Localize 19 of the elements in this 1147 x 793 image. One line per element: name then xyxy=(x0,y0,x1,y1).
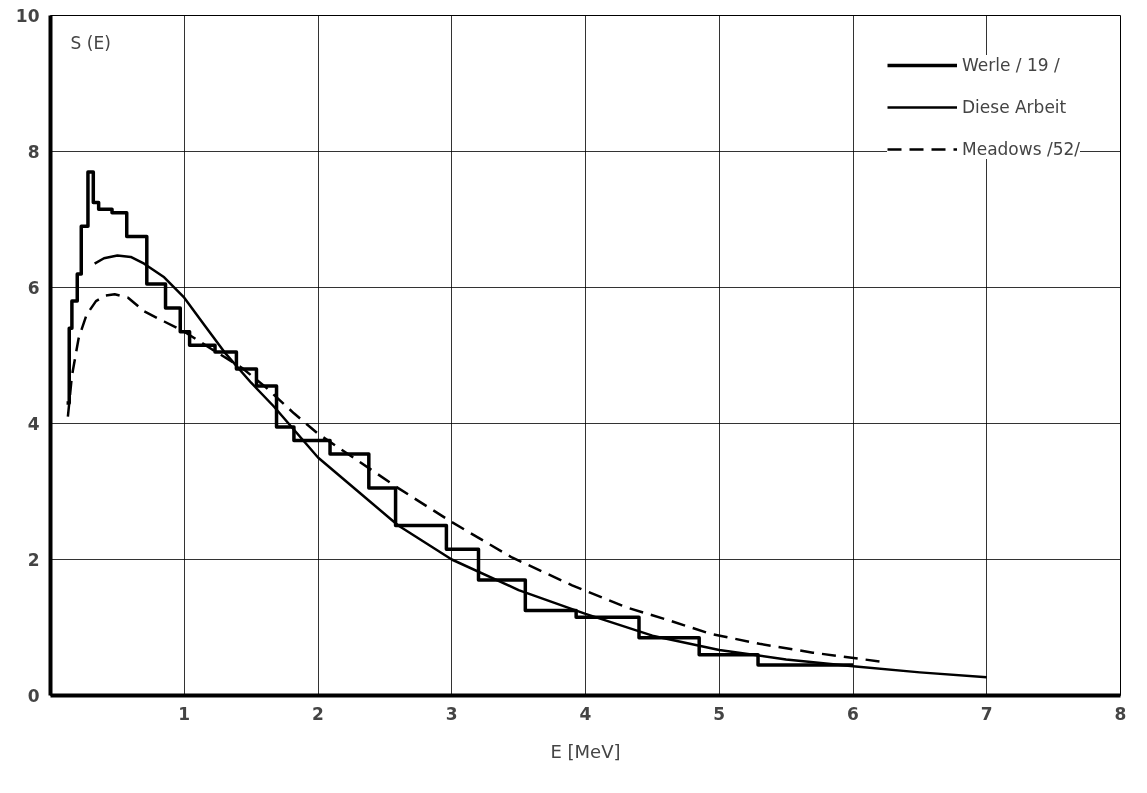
x-axis-title: E [MeV] xyxy=(550,740,621,762)
legend-label: Werle / 19 / xyxy=(962,55,1060,75)
x-tick-label: 3 xyxy=(445,703,458,724)
x-tick-label: 6 xyxy=(847,703,859,724)
y-tick-label: 2 xyxy=(27,550,40,570)
y-tick-label: 10 xyxy=(15,6,40,26)
y-tick-label: 0 xyxy=(27,686,40,706)
y-axis-title: S (E) xyxy=(70,32,111,53)
legend-label: Meadows /52/ xyxy=(962,139,1080,159)
x-tick-label: 8 xyxy=(1114,703,1127,724)
x-tick-label: 1 xyxy=(178,703,191,724)
y-tick-label: 4 xyxy=(27,414,40,434)
x-tick-label: 4 xyxy=(579,703,592,724)
y-tick-label: 8 xyxy=(27,142,40,162)
legend-label: Diese Arbeit xyxy=(962,97,1067,117)
x-tick-label: 5 xyxy=(713,703,726,724)
x-tick-label: 2 xyxy=(312,703,324,724)
x-tick-label: 7 xyxy=(980,703,993,724)
y-tick-label: 6 xyxy=(27,278,40,298)
